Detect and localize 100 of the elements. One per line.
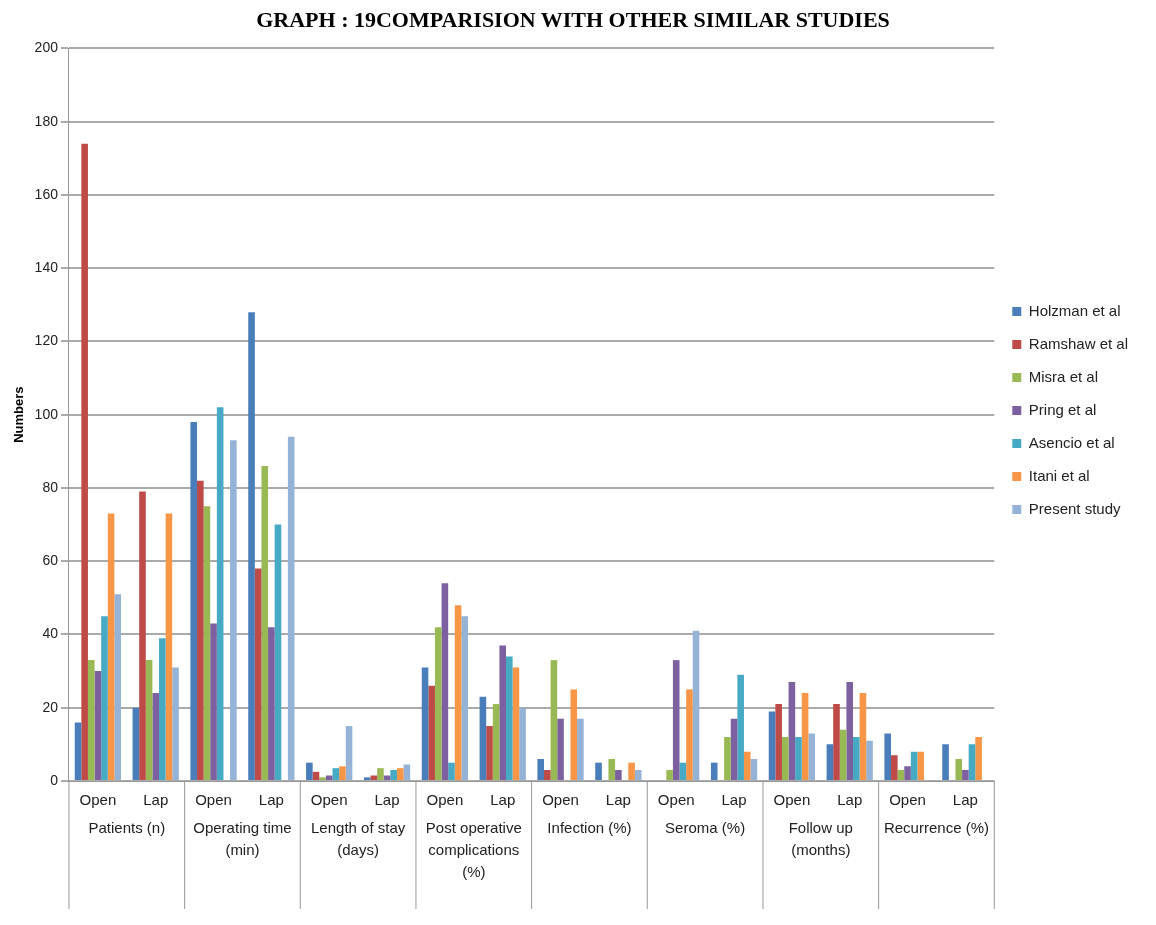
legend-label: Misra et al	[1028, 367, 1098, 385]
bar	[808, 733, 816, 780]
text: Patients (n)	[88, 818, 166, 836]
y-tick-label: 140	[34, 259, 59, 276]
bar	[853, 737, 860, 780]
bar	[666, 770, 673, 780]
x-tick-label: Open	[542, 791, 579, 809]
text: Operating time (min)	[193, 818, 292, 858]
bar	[975, 737, 982, 780]
y-axis-title: Numbers	[11, 386, 27, 443]
bar	[775, 704, 782, 780]
bar	[506, 656, 513, 780]
bar	[152, 693, 160, 780]
bar	[904, 766, 911, 780]
bar	[692, 630, 700, 780]
bar	[781, 737, 789, 780]
legend-label: Asencio et al	[1028, 433, 1115, 451]
bar	[570, 689, 578, 780]
bar	[826, 744, 834, 780]
bar	[274, 524, 282, 780]
legend-label: Itani et al	[1028, 466, 1090, 484]
bar	[512, 667, 520, 780]
bar	[479, 696, 487, 780]
bar	[801, 693, 809, 780]
bar	[94, 671, 102, 780]
bar	[454, 605, 462, 780]
bar	[332, 768, 340, 780]
bar	[968, 744, 976, 780]
bar	[74, 722, 82, 780]
bar	[962, 770, 969, 780]
y-tick-label: 80	[42, 478, 59, 495]
bar	[165, 513, 173, 780]
bar	[216, 407, 224, 780]
bar	[730, 718, 738, 780]
bar	[287, 436, 295, 780]
bar	[339, 766, 346, 780]
bar	[486, 726, 493, 780]
x-tick-label: Lap	[721, 791, 747, 809]
bar	[846, 682, 854, 780]
text: Infection (%)	[547, 818, 632, 836]
x-tick-label: Open	[79, 791, 117, 809]
bar	[577, 718, 584, 780]
bar	[461, 616, 469, 780]
bar	[421, 667, 429, 780]
bar	[434, 627, 442, 780]
bar	[833, 704, 840, 780]
bar	[910, 751, 918, 780]
bar	[248, 312, 255, 780]
x-tick-label: Lap	[837, 791, 863, 809]
bar	[87, 660, 95, 780]
bar	[686, 689, 693, 780]
y-tick-label: 60	[42, 552, 59, 569]
bar	[114, 594, 122, 780]
bar	[230, 440, 237, 780]
legend-label: Holzman et al	[1028, 301, 1121, 319]
bar	[261, 465, 269, 780]
text: Follow up (months)	[788, 818, 853, 858]
bar	[172, 667, 179, 780]
bar	[544, 770, 551, 780]
x-tick-label: Lap	[952, 791, 978, 809]
y-tick-label: 180	[34, 112, 59, 129]
y-tick-label: 20	[42, 698, 59, 715]
bar	[396, 768, 404, 780]
bar	[859, 693, 867, 780]
bar	[897, 770, 905, 780]
bar	[750, 759, 758, 780]
bar	[132, 707, 140, 780]
bar	[101, 616, 108, 780]
text: Post operative complications (%)	[425, 818, 522, 880]
bar	[441, 583, 449, 780]
bar	[866, 740, 873, 780]
bar	[942, 744, 949, 780]
bar	[672, 660, 680, 780]
bar	[145, 660, 153, 780]
x-tick-label: Open	[889, 791, 926, 809]
bar	[499, 645, 507, 780]
y-tick-label: 0	[50, 771, 59, 788]
bar	[788, 682, 796, 780]
y-tick-label: 100	[34, 405, 59, 422]
x-tick-label: Open	[195, 791, 232, 809]
bar	[254, 568, 262, 780]
bar	[448, 762, 455, 780]
y-tick-label: 120	[34, 332, 59, 349]
bar	[210, 623, 217, 780]
chart-title: GRAPH : 19COMPARISION WITH OTHER SIMILAR STUDIES	[256, 6, 890, 32]
y-tick-label: 160	[34, 185, 59, 202]
text: Seroma (%)	[665, 818, 746, 836]
bar	[190, 422, 198, 780]
bar	[345, 726, 353, 780]
legend-label: Pring et al	[1028, 400, 1097, 418]
bar	[107, 513, 115, 780]
bar	[634, 770, 642, 780]
bar	[268, 627, 275, 780]
bar	[390, 770, 397, 780]
bar	[839, 729, 847, 780]
bar	[595, 762, 602, 780]
bar	[159, 638, 166, 780]
bar	[628, 762, 635, 780]
x-tick-label: Lap	[143, 791, 169, 809]
bar	[955, 759, 963, 780]
